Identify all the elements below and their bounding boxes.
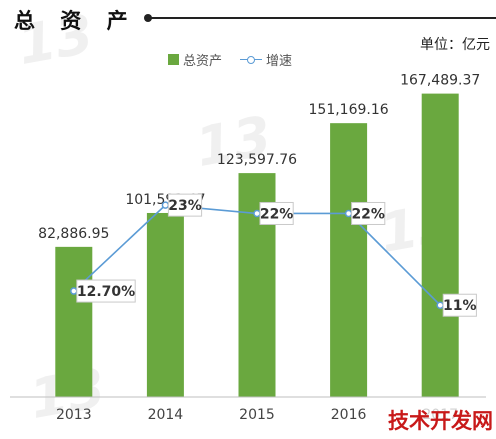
bar-value-label: 123,597.76 — [217, 152, 297, 168]
header-rule-dot — [144, 14, 152, 22]
bar-value-label: 82,886.95 — [38, 226, 109, 242]
header-rule — [150, 17, 496, 19]
unit-label: 单位：亿元 — [420, 37, 490, 53]
growth-value-label: 12.70% — [77, 284, 135, 300]
x-tick-label: 2014 — [148, 407, 184, 423]
legend-item-bars: 总资产 — [168, 50, 222, 69]
legend-line-label: 增速 — [266, 54, 293, 69]
bar — [146, 212, 184, 397]
growth-label-box — [442, 293, 477, 317]
growth-label-box — [76, 279, 136, 303]
x-tick-label: 2013 — [56, 407, 92, 423]
bar-value-label: 151,169.16 — [309, 102, 389, 118]
bar-value-label: 167,489.37 — [400, 73, 480, 89]
growth-value-label: 22% — [260, 206, 294, 222]
site-watermark: 技术开发网 — [388, 405, 493, 435]
growth-label-box — [259, 201, 294, 225]
bar — [330, 123, 368, 398]
legend-bar-label: 总资产 — [183, 54, 223, 69]
legend-bar-swatch — [168, 54, 179, 65]
page-title: 总 资 产 — [14, 9, 137, 33]
growth-value-label: 11% — [443, 298, 477, 314]
x-tick-label: 2015 — [239, 407, 275, 423]
growth-value-label: 22% — [351, 206, 385, 222]
legend-line-swatch — [240, 54, 262, 66]
growth-value-label: 23% — [168, 198, 202, 214]
x-tick-label: 2016 — [331, 407, 367, 423]
growth-label-box — [351, 201, 386, 225]
header: 总 资 产 — [0, 0, 496, 36]
bar — [55, 246, 93, 397]
legend-item-line: 增速 — [240, 50, 292, 69]
bar — [421, 93, 459, 397]
growth-label-box — [167, 193, 203, 217]
